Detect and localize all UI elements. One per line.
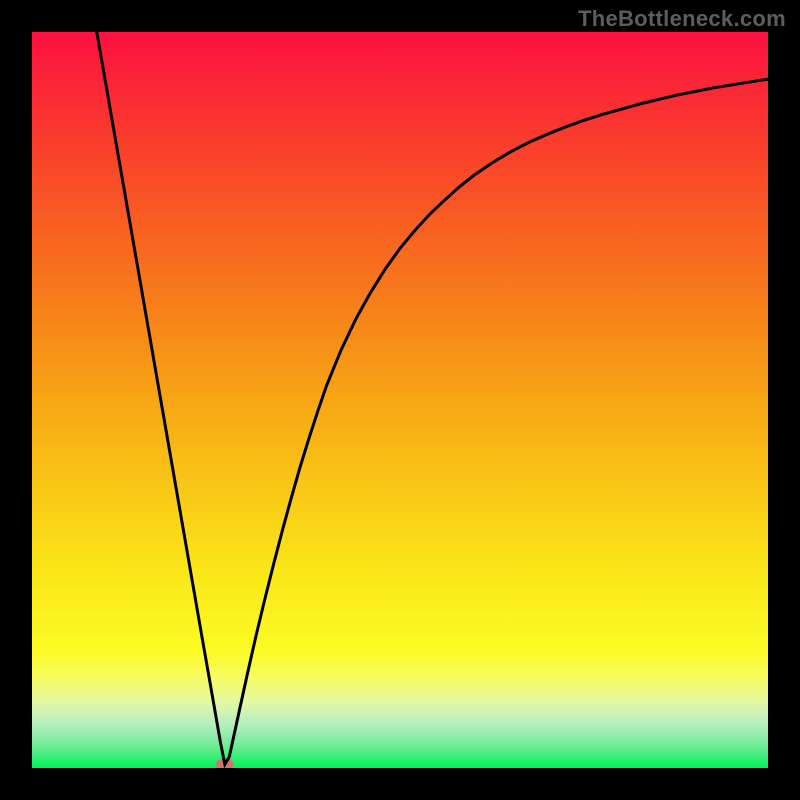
chart-plot-area <box>32 32 768 768</box>
chart-background <box>32 32 768 768</box>
chart-svg <box>32 32 768 768</box>
chart-frame: TheBottleneck.com <box>0 0 800 800</box>
watermark-text: TheBottleneck.com <box>578 6 786 32</box>
